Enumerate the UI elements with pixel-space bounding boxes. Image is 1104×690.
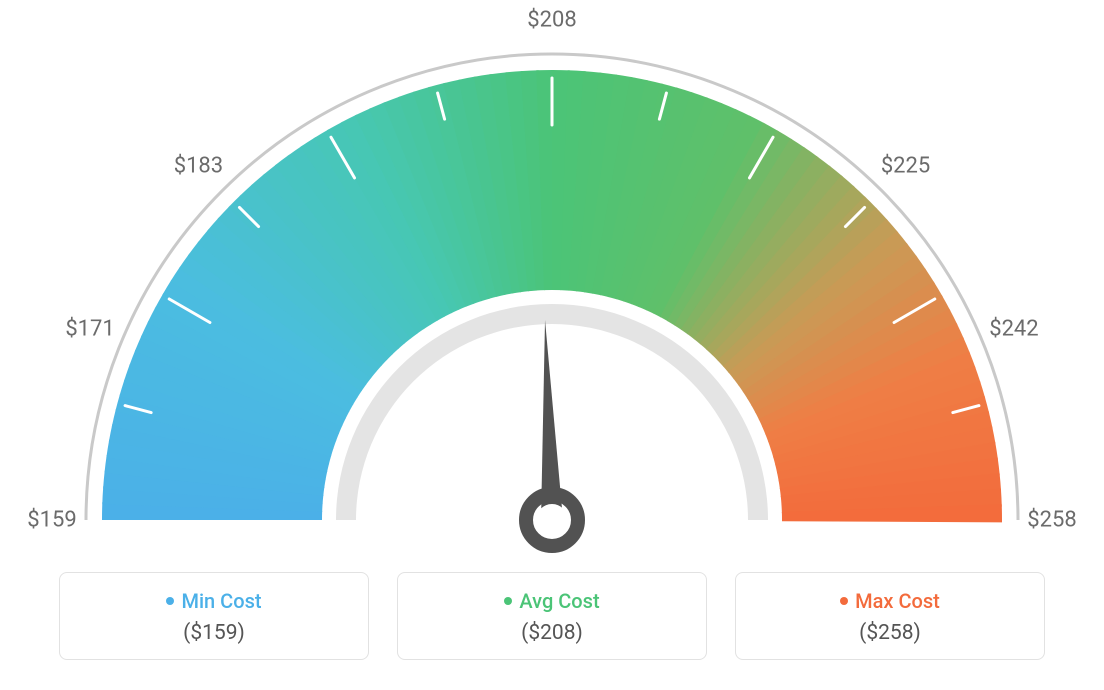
dot-icon: [504, 597, 512, 605]
gauge-chart: $159 $171 $183 $208 $225 $242 $258: [0, 0, 1104, 560]
gauge-tick-label: $183: [174, 154, 223, 179]
legend-card-max: Max Cost ($258): [735, 572, 1045, 660]
legend-value-min: ($159): [60, 621, 368, 645]
legend-title-avg: Avg Cost: [398, 589, 706, 613]
legend-label-max: Max Cost: [855, 589, 940, 613]
legend-label-min: Min Cost: [181, 589, 261, 613]
legend-value-max: ($258): [736, 621, 1044, 645]
legend-row: Min Cost ($159) Avg Cost ($208) Max Cost…: [0, 572, 1104, 660]
legend-value-avg: ($208): [398, 621, 706, 645]
legend-label-avg: Avg Cost: [519, 589, 599, 613]
gauge-tick-label: $159: [27, 508, 76, 533]
gauge-tick-label: $225: [881, 154, 930, 179]
legend-card-avg: Avg Cost ($208): [397, 572, 707, 660]
gauge-tick-label: $258: [1027, 508, 1076, 533]
gauge-tick-label: $242: [989, 316, 1038, 341]
legend-title-min: Min Cost: [60, 589, 368, 613]
dot-icon: [840, 597, 848, 605]
gauge-tick-label: $208: [527, 8, 576, 33]
gauge-svg: [42, 50, 1062, 570]
legend-card-min: Min Cost ($159): [59, 572, 369, 660]
legend-title-max: Max Cost: [736, 589, 1044, 613]
gauge-tick-label: $171: [65, 316, 114, 341]
dot-icon: [166, 597, 174, 605]
